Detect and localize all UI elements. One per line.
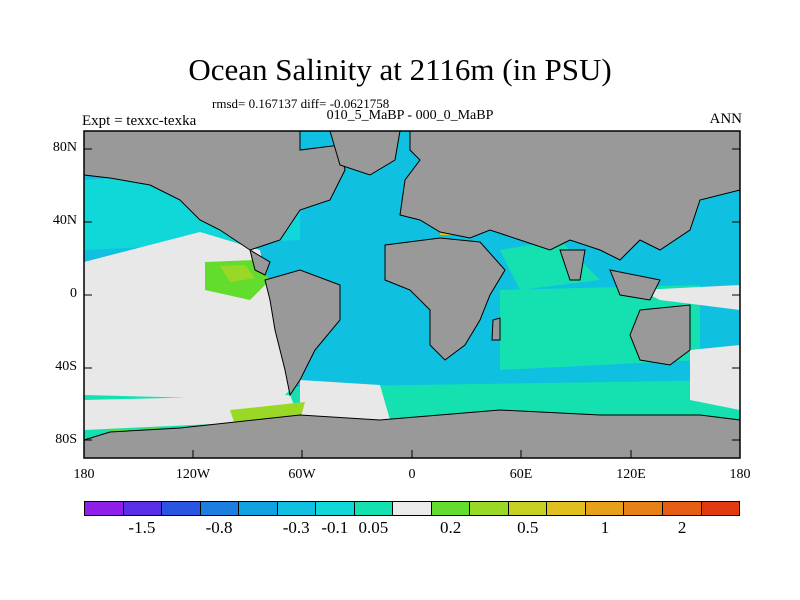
colorbar-box (662, 502, 702, 515)
colorbar-box (277, 502, 317, 515)
lat-label: 40S (55, 359, 77, 374)
plot-title: Ocean Salinity at 2116m (in PSU) (188, 52, 612, 87)
lat-label: 80N (52, 140, 77, 155)
colorbar-box (316, 502, 355, 515)
colorbar-box (239, 502, 278, 515)
lat-label: 40N (52, 213, 77, 228)
colorbar-box (431, 502, 471, 515)
colorbar-box (470, 502, 509, 515)
colorbar-box (393, 502, 432, 515)
positive-anomaly-core (220, 265, 255, 282)
near-zero-tasman (640, 285, 740, 310)
lon-label: 120W (175, 467, 211, 482)
lon-label: 180 (73, 467, 95, 482)
colorbar-box (701, 502, 740, 515)
colorbar-tick-label: -0.8 (205, 518, 233, 537)
colorbar-box (85, 502, 124, 515)
colorbar-tick-label: -1.5 (128, 518, 156, 537)
near-zero-south-west-pacific (690, 345, 740, 410)
colorbar-box (162, 502, 201, 515)
colorbar-tick-label: 1 (600, 518, 610, 537)
lon-label: 0 (408, 467, 416, 482)
colorbar-tick-label: 2 (677, 518, 687, 537)
colorbar-box (624, 502, 663, 515)
eurasia (399, 130, 741, 261)
lon-label: 60E (509, 467, 533, 482)
lon-label: 120E (616, 467, 646, 482)
experiment-difference-label: 010_5_MaBP - 000_0_MaBP (326, 108, 494, 123)
lat-label: 0 (70, 286, 77, 301)
colorbar-box (200, 502, 240, 515)
south-america (264, 269, 341, 397)
madagascar (491, 317, 501, 341)
colorbar-box (354, 502, 394, 515)
australia (629, 304, 691, 366)
colorbar-box (585, 502, 625, 515)
africa (384, 237, 506, 361)
north-america (83, 130, 346, 251)
lat-label: 80S (55, 432, 77, 447)
india (559, 249, 586, 281)
near-zero-south-atlantic (300, 380, 390, 425)
colorbar-box (508, 502, 548, 515)
axis-ticks (84, 148, 740, 458)
colorbar-tick-label: 0.2 (439, 518, 462, 537)
colorbar-box (547, 502, 586, 515)
lon-label: 180 (729, 467, 751, 482)
colorbar-tick-label: -0.3 (282, 518, 310, 537)
southeast-asia (609, 269, 661, 301)
landmass-group (83, 130, 741, 459)
colorbar-tick-label: -0.1 (321, 518, 349, 537)
colorbar (84, 501, 740, 516)
colorbar-tick-label: 0.05 (358, 518, 389, 537)
colorbar-tick-label: 0.5 (517, 518, 539, 537)
colorbar-box (123, 502, 163, 515)
lon-label: 60W (288, 467, 316, 482)
season-label: ANN (709, 111, 743, 127)
experiment-label: Expt = texxc-texka (82, 113, 197, 129)
central-america (249, 248, 271, 276)
rmsd-label: rmsd= 0.167137 diff= -0.0621758 (212, 96, 390, 111)
